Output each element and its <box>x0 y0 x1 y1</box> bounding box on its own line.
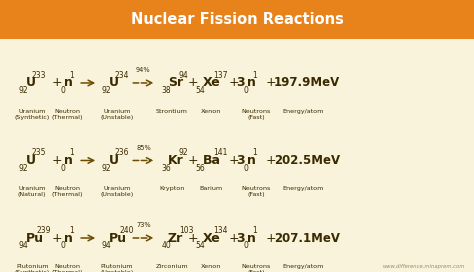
Text: +: + <box>51 154 62 167</box>
Text: 0: 0 <box>243 163 248 173</box>
Text: n: n <box>246 154 255 167</box>
Text: Xe: Xe <box>202 76 220 89</box>
Text: 56: 56 <box>196 163 206 173</box>
Text: 137: 137 <box>213 71 228 80</box>
Text: 1: 1 <box>252 71 257 80</box>
Text: n: n <box>64 154 73 167</box>
Text: 85%: 85% <box>136 145 151 151</box>
Text: Neutron
(Thermal): Neutron (Thermal) <box>52 109 83 120</box>
Text: Energy/atom: Energy/atom <box>283 109 324 114</box>
Text: 0: 0 <box>61 241 65 250</box>
Text: n: n <box>246 231 255 245</box>
Text: Neutron
(Thermal): Neutron (Thermal) <box>52 264 83 272</box>
Text: 54: 54 <box>196 86 206 95</box>
Text: 207.1MeV: 207.1MeV <box>274 231 340 245</box>
Text: 134: 134 <box>213 226 228 235</box>
Text: n: n <box>64 76 73 89</box>
Text: Plutonium
(Synthetic): Plutonium (Synthetic) <box>15 264 50 272</box>
Text: 239: 239 <box>36 226 51 235</box>
Text: Pu: Pu <box>26 231 44 245</box>
Text: www.difference.minaprem.com: www.difference.minaprem.com <box>382 264 465 269</box>
Text: 236: 236 <box>114 148 128 157</box>
Text: 141: 141 <box>213 148 228 157</box>
Text: U: U <box>26 76 36 89</box>
Text: 3: 3 <box>236 76 245 89</box>
Text: Pu: Pu <box>109 231 127 245</box>
Text: 103: 103 <box>179 226 193 235</box>
Text: Energy/atom: Energy/atom <box>283 264 324 269</box>
Text: Uranium
(Unstable): Uranium (Unstable) <box>100 186 134 197</box>
Text: 3: 3 <box>236 154 245 167</box>
Text: Barium: Barium <box>200 186 222 191</box>
Text: Neutron
(Thermal): Neutron (Thermal) <box>52 186 83 197</box>
Text: Xenon: Xenon <box>201 109 221 114</box>
Text: 73%: 73% <box>136 222 151 228</box>
Text: 0: 0 <box>61 163 65 173</box>
Text: +: + <box>188 231 199 245</box>
Text: 92: 92 <box>19 86 28 95</box>
Text: 92: 92 <box>19 163 28 173</box>
Text: Neutrons
(Fast): Neutrons (Fast) <box>241 186 271 197</box>
Text: 94: 94 <box>179 71 189 80</box>
Text: 94: 94 <box>102 241 112 250</box>
Text: Uranium
(Unstable): Uranium (Unstable) <box>100 109 134 120</box>
FancyBboxPatch shape <box>0 0 474 39</box>
Text: +: + <box>266 76 277 89</box>
Text: +: + <box>188 154 199 167</box>
Text: 202.5MeV: 202.5MeV <box>274 154 340 167</box>
Text: Xenon: Xenon <box>201 264 221 269</box>
Text: +: + <box>228 231 239 245</box>
Text: 234: 234 <box>114 71 128 80</box>
Text: 92: 92 <box>179 148 189 157</box>
Text: 94: 94 <box>19 241 29 250</box>
Text: U: U <box>109 154 118 167</box>
Text: 197.9MeV: 197.9MeV <box>274 76 340 89</box>
Text: +: + <box>51 76 62 89</box>
Text: +: + <box>266 231 277 245</box>
Text: 94%: 94% <box>136 67 151 73</box>
Text: +: + <box>266 154 277 167</box>
Text: +: + <box>228 76 239 89</box>
Text: 1: 1 <box>70 148 74 157</box>
Text: 38: 38 <box>161 86 171 95</box>
Text: 0: 0 <box>61 86 65 95</box>
Text: 0: 0 <box>243 86 248 95</box>
Text: 0: 0 <box>243 241 248 250</box>
Text: 54: 54 <box>196 241 206 250</box>
Text: 235: 235 <box>31 148 46 157</box>
Text: 36: 36 <box>161 163 171 173</box>
Text: +: + <box>228 154 239 167</box>
Text: Uranium
(Natural): Uranium (Natural) <box>18 186 46 197</box>
Text: 1: 1 <box>252 226 257 235</box>
Text: 40: 40 <box>161 241 171 250</box>
Text: Energy/atom: Energy/atom <box>283 186 324 191</box>
Text: 92: 92 <box>102 86 111 95</box>
Text: Zr: Zr <box>168 231 183 245</box>
Text: Strontium: Strontium <box>156 109 188 114</box>
Text: 1: 1 <box>70 71 74 80</box>
Text: 240: 240 <box>119 226 134 235</box>
Text: 92: 92 <box>102 163 111 173</box>
Text: 233: 233 <box>31 71 46 80</box>
Text: 1: 1 <box>70 226 74 235</box>
Text: Kr: Kr <box>168 154 184 167</box>
Text: Xe: Xe <box>202 231 220 245</box>
Text: Sr: Sr <box>168 76 183 89</box>
Text: Uranium
(Synthetic): Uranium (Synthetic) <box>15 109 50 120</box>
Text: Zirconium: Zirconium <box>156 264 188 269</box>
Text: n: n <box>64 231 73 245</box>
Text: Nuclear Fission Reactions: Nuclear Fission Reactions <box>130 12 344 27</box>
Text: Neutrons
(Fast): Neutrons (Fast) <box>241 109 271 120</box>
Text: 3: 3 <box>236 231 245 245</box>
Text: 1: 1 <box>252 148 257 157</box>
Text: n: n <box>246 76 255 89</box>
Text: +: + <box>51 231 62 245</box>
Text: Plutonium
(Unstable): Plutonium (Unstable) <box>100 264 134 272</box>
Text: Neutrons
(Fast): Neutrons (Fast) <box>241 264 271 272</box>
Text: U: U <box>26 154 36 167</box>
Text: +: + <box>188 76 199 89</box>
Text: Ba: Ba <box>202 154 220 167</box>
Text: Krypton: Krypton <box>159 186 185 191</box>
Text: U: U <box>109 76 118 89</box>
